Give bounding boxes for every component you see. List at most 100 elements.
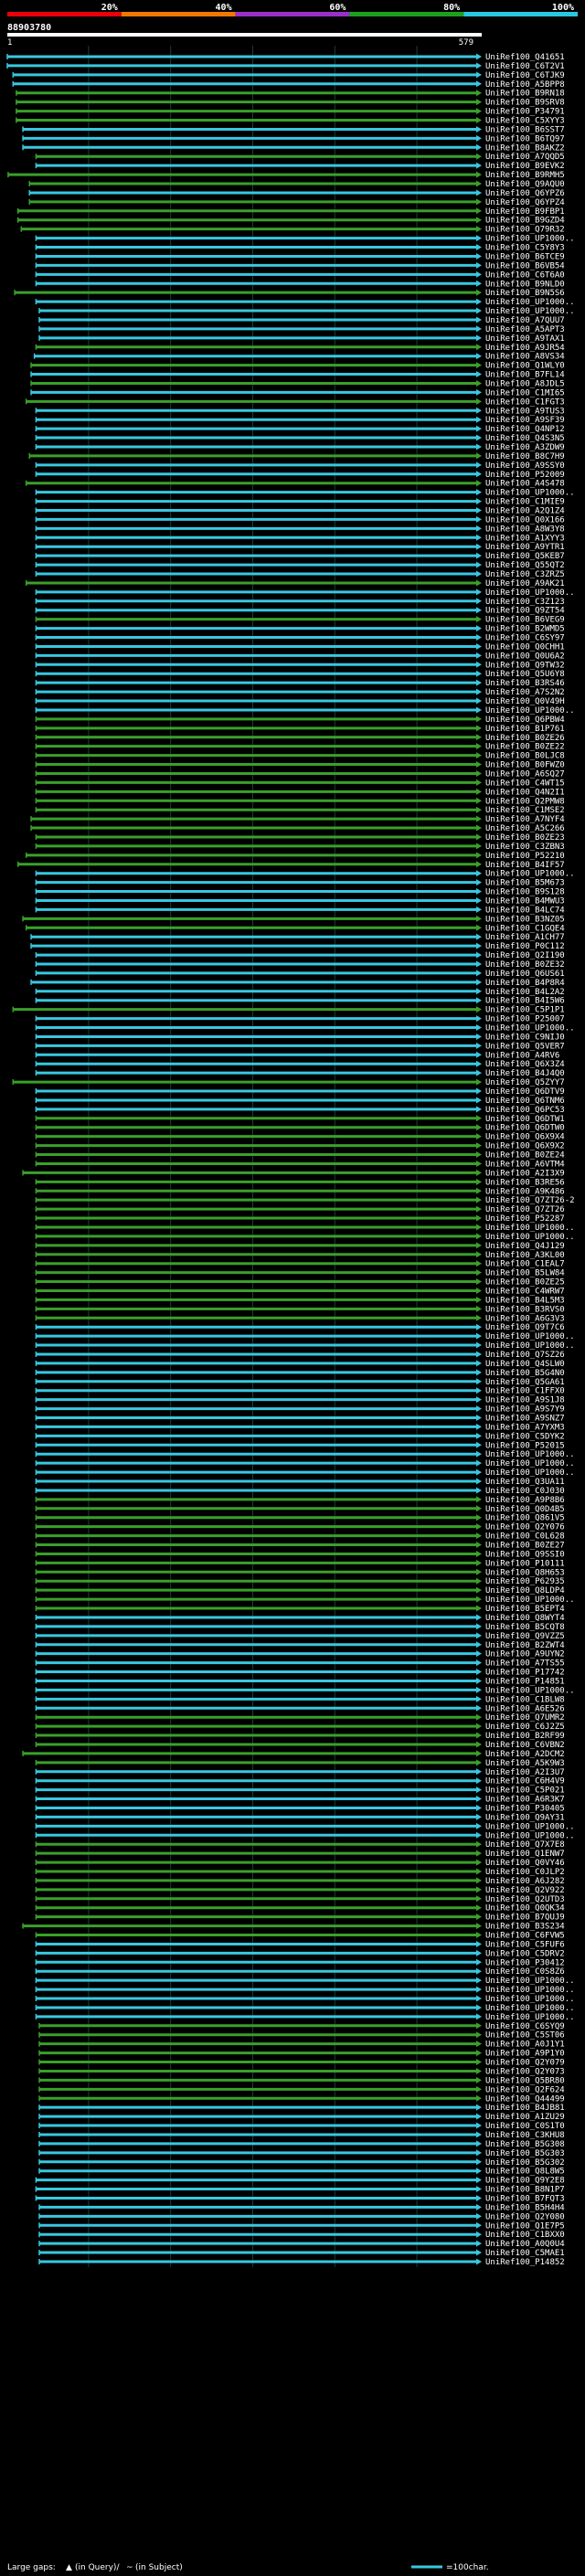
alignment-row[interactable]: UniRef100_B0ZE25	[35, 1278, 565, 1288]
alignment-row[interactable]: UniRef100_C4WT15	[35, 779, 565, 788]
alignment-row[interactable]: UniRef100_Q9Y2E8	[35, 2177, 565, 2186]
alignment-row[interactable]: UniRef100_Q6X3Z4	[35, 1060, 565, 1069]
hit-id-label[interactable]: UniRef100_C1EAL7	[485, 1260, 565, 1269]
hit-id-label[interactable]: UniRef100_B6SST7	[485, 125, 565, 134]
hit-id-label[interactable]: UniRef100_A5APT3	[485, 325, 565, 334]
hit-id-label[interactable]: UniRef100_B7QUJ9	[485, 1913, 565, 1923]
alignment-row[interactable]: UniRef100_Q0QK34	[35, 1904, 565, 1913]
alignment-row[interactable]: UniRef100_UP1000..	[35, 870, 575, 879]
hit-id-label[interactable]: UniRef100_Q9VZZ5	[485, 1632, 565, 1641]
hit-id-label[interactable]: UniRef100_UP1000..	[485, 307, 575, 316]
alignment-row[interactable]: UniRef100_B0ZE27	[35, 1542, 565, 1551]
hit-id-label[interactable]: UniRef100_UP1000..	[485, 489, 575, 498]
alignment-row[interactable]: UniRef100_P14851	[35, 1677, 565, 1686]
alignment-row[interactable]: UniRef100_B4P8R4	[30, 979, 565, 988]
alignment-row[interactable]: UniRef100_Q5KEB7	[35, 552, 565, 561]
hit-id-label[interactable]: UniRef100_B3RVS0	[485, 1305, 565, 1314]
hit-id-label[interactable]: UniRef100_B5H4H4	[485, 2203, 565, 2212]
hit-id-label[interactable]: UniRef100_B9FBP1	[485, 207, 565, 217]
hit-id-label[interactable]: UniRef100_UP1000..	[485, 1977, 575, 1986]
hit-id-label[interactable]: UniRef100_C1FFX0	[485, 1387, 565, 1396]
alignment-row[interactable]: UniRef100_A9P8B6	[35, 1496, 565, 1505]
hit-id-label[interactable]: UniRef100_A6E526	[485, 1704, 565, 1713]
hit-id-label[interactable]: UniRef100_UP1000..	[485, 2004, 575, 2013]
hit-id-label[interactable]: UniRef100_A0Q0U4	[485, 2240, 565, 2249]
alignment-row[interactable]: UniRef100_C5ST06	[38, 2031, 565, 2041]
alignment-row[interactable]: UniRef100_A4RV6	[35, 1051, 559, 1060]
hit-id-label[interactable]: UniRef100_B5M673	[485, 879, 565, 888]
hit-id-label[interactable]: UniRef100_A2I3X9	[485, 1169, 565, 1178]
alignment-row[interactable]: UniRef100_A5K9W3	[35, 1759, 565, 1768]
hit-id-label[interactable]: UniRef100_UP1000..	[485, 1995, 575, 2004]
hit-id-label[interactable]: UniRef100_A6J282	[485, 1877, 565, 1886]
hit-id-label[interactable]: UniRef100_Q9AQU0	[485, 180, 565, 189]
hit-id-label[interactable]: UniRef100_Q2PMW8	[485, 797, 565, 806]
alignment-row[interactable]: UniRef100_UP1000..	[35, 1595, 575, 1605]
hit-id-label[interactable]: UniRef100_Q9Y2E8	[485, 2177, 565, 2186]
hit-id-label[interactable]: UniRef100_C6SY97	[485, 634, 565, 643]
alignment-row[interactable]: UniRef100_A7QQD5	[35, 153, 565, 162]
alignment-row[interactable]: UniRef100_C6SYQ9	[38, 2022, 565, 2031]
alignment-row[interactable]: UniRef100_Q2V922	[35, 1886, 565, 1895]
hit-id-label[interactable]: UniRef100_B3RE56	[485, 1178, 565, 1187]
hit-id-label[interactable]: UniRef100_C3Z123	[485, 598, 565, 607]
hit-id-label[interactable]: UniRef100_Q6DTW0	[485, 1124, 565, 1133]
hit-id-label[interactable]: UniRef100_Q9T7C6	[485, 1323, 565, 1332]
hit-id-label[interactable]: UniRef100_A9AK21	[485, 579, 565, 588]
alignment-row[interactable]: UniRef100_Q9AY31	[35, 1813, 565, 1822]
alignment-row[interactable]: UniRef100_B4L5M3	[35, 1296, 565, 1305]
hit-id-label[interactable]: UniRef100_A8JDL5	[485, 379, 565, 388]
alignment-row[interactable]: UniRef100_B2WMD5	[35, 625, 565, 634]
hit-id-label[interactable]: UniRef100_Q6PC53	[485, 1106, 565, 1115]
alignment-row[interactable]: UniRef100_Q2Y073	[38, 2067, 565, 2076]
alignment-row[interactable]: UniRef100_Q5GA61	[35, 1378, 565, 1387]
hit-id-label[interactable]: UniRef100_Q6X9X4	[485, 1133, 565, 1142]
alignment-row[interactable]: UniRef100_Q7UMR2	[35, 1713, 565, 1723]
alignment-row[interactable]: UniRef100_C6TJK9	[12, 71, 565, 80]
hit-id-label[interactable]: UniRef100_P52009	[485, 471, 565, 480]
alignment-row[interactable]: UniRef100_Q7X7E8	[35, 1840, 565, 1850]
hit-id-label[interactable]: UniRef100_Q5VER7	[485, 1042, 565, 1051]
hit-id-label[interactable]: UniRef100_C1BLW8	[485, 1695, 565, 1704]
alignment-row[interactable]: UniRef100_B4J4Q0	[35, 1069, 565, 1078]
hit-id-label[interactable]: UniRef100_Q0D4B5	[485, 1505, 565, 1514]
alignment-row[interactable]: UniRef100_A2I3X9	[22, 1169, 565, 1178]
hit-id-label[interactable]: UniRef100_C5ST06	[485, 2031, 565, 2041]
alignment-row[interactable]: UniRef100_Q4S3N5	[35, 434, 565, 443]
hit-id-label[interactable]: UniRef100_Q8LDP4	[485, 1586, 565, 1595]
hit-id-label[interactable]: UniRef100_Q1E7P5	[485, 2221, 565, 2231]
alignment-row[interactable]: UniRef100_Q6YPZ4	[28, 198, 565, 207]
alignment-row[interactable]: UniRef100_UP1000..	[35, 1986, 575, 1995]
alignment-row[interactable]: UniRef100_B9N5S6	[14, 289, 565, 298]
alignment-row[interactable]: UniRef100_C1MI65	[30, 388, 565, 398]
alignment-row[interactable]: UniRef100_B4I5W6	[35, 997, 565, 1006]
alignment-row[interactable]: UniRef100_B0ZE23	[35, 833, 565, 843]
hit-id-label[interactable]: UniRef100_A4RV6	[485, 1051, 559, 1060]
alignment-row[interactable]: UniRef100_C3ZRZ5	[35, 570, 565, 579]
alignment-row[interactable]: UniRef100_P17742	[35, 1669, 565, 1678]
alignment-row[interactable]: UniRef100_Q55QT2	[35, 561, 565, 570]
alignment-row[interactable]: UniRef100_C5FUF6	[35, 1940, 565, 1949]
alignment-row[interactable]: UniRef100_UP1000..	[35, 1450, 575, 1459]
alignment-row[interactable]: UniRef100_P0C112	[30, 942, 565, 951]
alignment-row[interactable]: UniRef100_UP1000..	[35, 235, 575, 244]
hit-id-label[interactable]: UniRef100_A9P8B6	[485, 1496, 565, 1505]
alignment-row[interactable]: UniRef100_UP1000..	[35, 1459, 575, 1468]
alignment-row[interactable]: UniRef100_B6SST7	[22, 125, 565, 134]
alignment-row[interactable]: UniRef100_C5P021	[35, 1786, 565, 1796]
hit-id-label[interactable]: UniRef100_B3NZ05	[485, 915, 565, 924]
hit-id-label[interactable]: UniRef100_A2Q1Z4	[485, 507, 565, 516]
hit-id-label[interactable]: UniRef100_C4WRW7	[485, 1287, 565, 1296]
hit-id-label[interactable]: UniRef100_Q55QT2	[485, 561, 565, 570]
alignment-row[interactable]: UniRef100_Q5BR80	[38, 2076, 565, 2085]
hit-id-label[interactable]: UniRef100_C6FVW5	[485, 1932, 565, 1941]
hit-id-label[interactable]: UniRef100_B6VEG9	[485, 616, 565, 625]
hit-id-label[interactable]: UniRef100_A6G3V3	[485, 1314, 565, 1323]
hit-id-label[interactable]: UniRef100_B4I5W6	[485, 997, 565, 1006]
hit-id-label[interactable]: UniRef100_C5MAE1	[485, 2249, 565, 2258]
alignment-row[interactable]: UniRef100_C1FFX0	[35, 1387, 565, 1396]
hit-id-label[interactable]: UniRef100_B0ZE26	[485, 734, 565, 743]
hit-id-label[interactable]: UniRef100_B0ZE25	[485, 1278, 565, 1288]
hit-id-label[interactable]: UniRef100_A6SQ27	[485, 769, 565, 779]
hit-id-label[interactable]: UniRef100_Q0V49H	[485, 697, 565, 706]
